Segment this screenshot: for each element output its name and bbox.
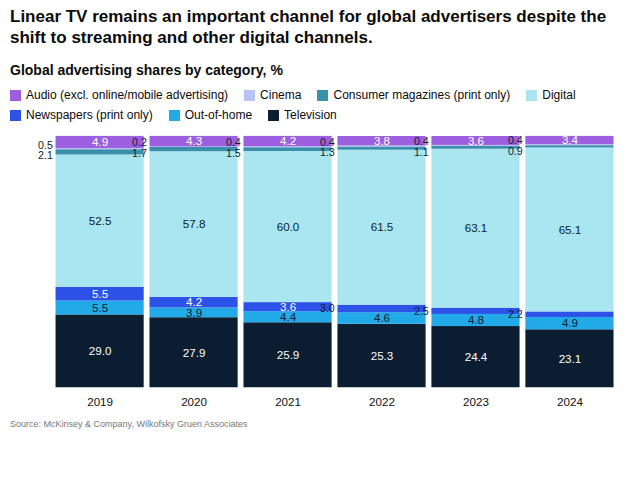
svg-text:2021: 2021 — [275, 395, 301, 408]
svg-text:4.8: 4.8 — [468, 313, 484, 326]
svg-text:4.9: 4.9 — [92, 135, 108, 148]
svg-text:25.9: 25.9 — [277, 348, 300, 361]
svg-text:27.9: 27.9 — [183, 346, 206, 359]
svg-text:4.3: 4.3 — [186, 134, 202, 147]
svg-text:0.4: 0.4 — [507, 134, 523, 147]
svg-text:25.3: 25.3 — [371, 349, 394, 362]
svg-text:0.4: 0.4 — [320, 135, 335, 148]
html-text:Cinema: Cinema — [260, 88, 302, 102]
svg-text:4.2: 4.2 — [186, 295, 202, 308]
svg-text:4.6: 4.6 — [374, 311, 390, 324]
html-text:Consumer magazines (print only: Consumer magazines (print only) — [333, 88, 511, 102]
svg-text:2022: 2022 — [369, 395, 395, 408]
html-text:Linear TV remains an important: Linear TV remains an important channel f… — [10, 7, 607, 47]
html-text:Out-of-home: Out-of-home — [184, 108, 253, 122]
svg-text:0.4: 0.4 — [413, 135, 429, 147]
svg-text:63.1: 63.1 — [465, 221, 488, 234]
svg-text:2024: 2024 — [557, 395, 583, 408]
svg-text:2023: 2023 — [463, 395, 489, 408]
svg-text:3.4: 3.4 — [562, 133, 579, 146]
html-text:Global advertising shares by c: Global advertising shares by category, % — [10, 62, 283, 78]
svg-text:52.5: 52.5 — [89, 214, 112, 227]
svg-text:65.1: 65.1 — [559, 223, 582, 236]
svg-text:2.1: 2.1 — [38, 149, 53, 161]
svg-text:23.1: 23.1 — [559, 352, 582, 365]
svg-text:2.2: 2.2 — [508, 308, 523, 320]
svg-text:1.1: 1.1 — [414, 146, 429, 158]
svg-text:3.8: 3.8 — [374, 134, 390, 147]
svg-text:2019: 2019 — [87, 395, 113, 408]
svg-text:5.5: 5.5 — [92, 301, 108, 314]
svg-text:3.6: 3.6 — [468, 134, 484, 147]
svg-text:3.9: 3.9 — [186, 305, 203, 319]
svg-text:3.6: 3.6 — [280, 300, 296, 313]
svg-text:1.3: 1.3 — [320, 146, 335, 158]
html-text:Television: Television — [284, 108, 337, 122]
svg-text:3.0: 3.0 — [320, 302, 335, 314]
html-text:Source: McKinsey & Company, Wi: Source: McKinsey & Company, Wilkofsky Gr… — [10, 418, 248, 429]
svg-text:0.5: 0.5 — [38, 138, 53, 151]
svg-text:4.2: 4.2 — [280, 134, 296, 147]
svg-text:2.5: 2.5 — [414, 305, 429, 317]
html-text:Audio (excl. online/mobile adv: Audio (excl. online/mobile advertising) — [26, 88, 229, 102]
svg-text:4.9: 4.9 — [562, 316, 578, 329]
svg-text:0.2: 0.2 — [132, 136, 147, 149]
svg-text:1.5: 1.5 — [226, 147, 241, 159]
svg-text:1.7: 1.7 — [132, 147, 147, 159]
html-text:Digital: Digital — [542, 88, 576, 102]
html-text:Newspapers (print only): Newspapers (print only) — [26, 108, 153, 122]
svg-text:61.5: 61.5 — [371, 220, 394, 233]
svg-text:2020: 2020 — [181, 395, 207, 408]
svg-text:60.0: 60.0 — [277, 220, 300, 233]
svg-text:0.4: 0.4 — [226, 136, 241, 149]
svg-text:57.8: 57.8 — [183, 217, 206, 230]
svg-text:5.5: 5.5 — [92, 287, 108, 300]
svg-text:0.9: 0.9 — [508, 145, 523, 157]
svg-text:29.0: 29.0 — [89, 344, 112, 357]
svg-text:24.4: 24.4 — [465, 350, 488, 363]
svg-text:4.4: 4.4 — [280, 309, 297, 323]
